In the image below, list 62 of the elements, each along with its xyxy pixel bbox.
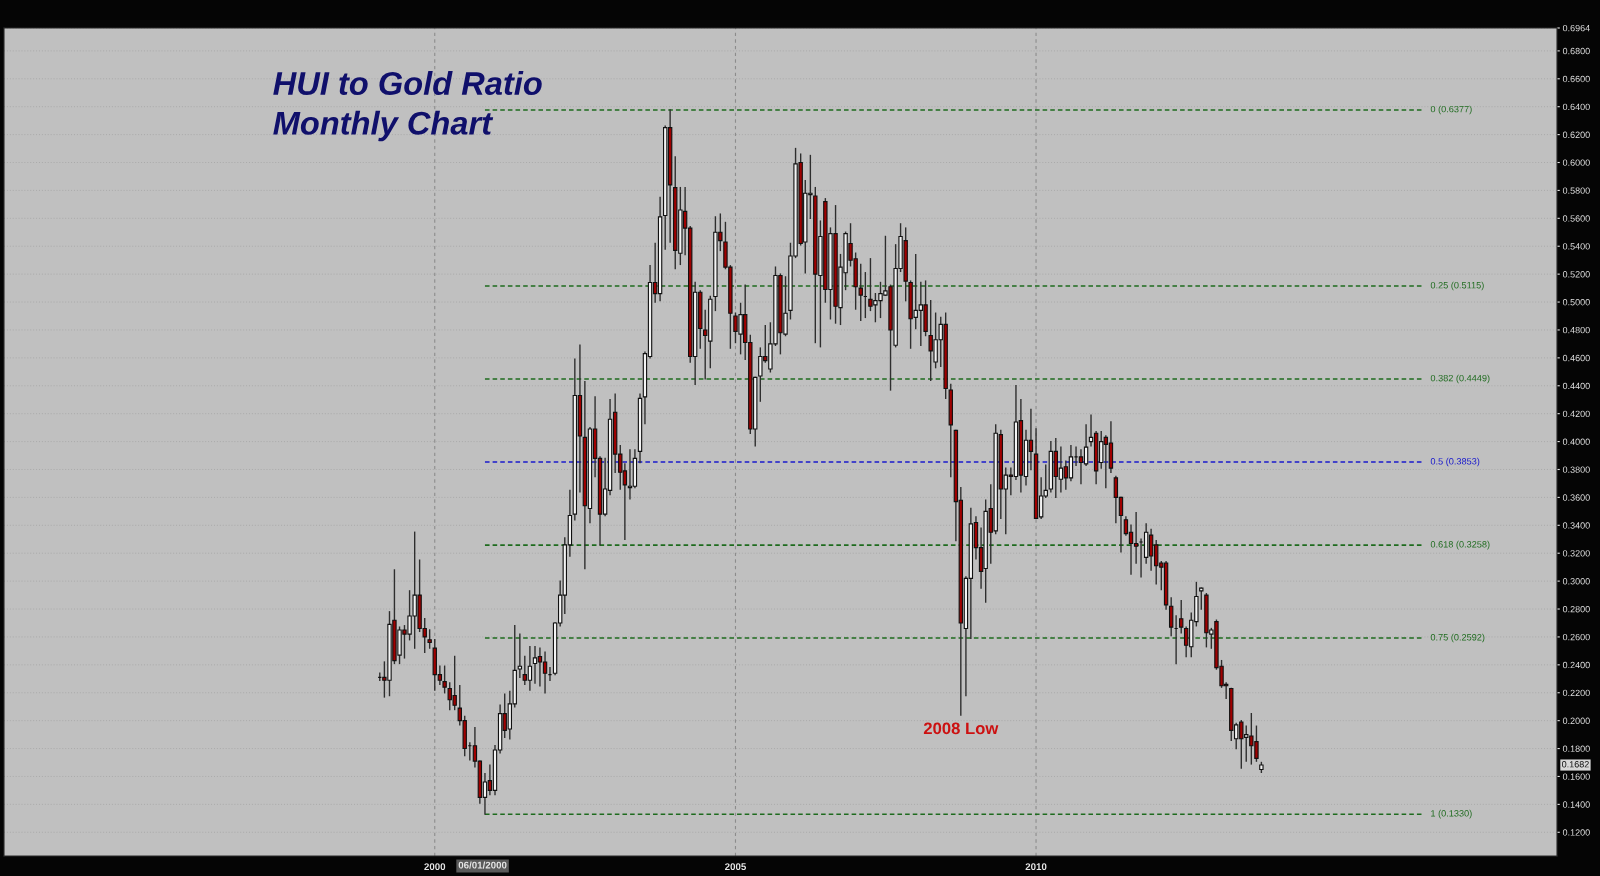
y-tick-label: 0.4200	[1562, 410, 1590, 418]
y-tick-label: 0.3000	[1562, 578, 1590, 585]
candlestick	[1103, 435, 1109, 489]
y-tick-label: 0.3600	[1562, 494, 1590, 501]
ref-line-label: 0.75 (0.2592)	[1430, 633, 1485, 643]
candlestick	[532, 646, 538, 684]
y-tick-label: 0.1200	[1562, 829, 1590, 836]
ref-line-label: 1 (0.1330)	[1431, 809, 1472, 819]
text: HUI to Gold Ratio	[273, 71, 542, 96]
y-tick-label: 0.2600	[1562, 633, 1590, 641]
y-tick-label: 0.5000	[1562, 299, 1590, 306]
y-tick-label: 0.4800	[1562, 326, 1590, 334]
candlestick	[1148, 528, 1154, 571]
y-tick-label: 0.4600	[1562, 354, 1590, 362]
y-tick-label: 0.6964	[1562, 24, 1590, 32]
candlestick	[1068, 445, 1074, 482]
candlestick	[1078, 449, 1084, 485]
candlestick	[537, 647, 543, 687]
y-tick-label: 0.1800	[1562, 745, 1590, 752]
y-tick-label: 0.5400	[1562, 243, 1590, 250]
x-tick-label: 2010	[1025, 863, 1047, 871]
y-tick-label: 0.6800	[1562, 47, 1590, 55]
candlestick	[542, 651, 548, 694]
y-tick-label: 0.5600	[1562, 215, 1590, 222]
y-tick-label: 0.2000	[1562, 717, 1590, 725]
candlestick	[1133, 512, 1139, 564]
ref-line-label: 0.382 (0.4449)	[1430, 374, 1490, 384]
ref-line-label: 0.25 (0.5115)	[1430, 281, 1484, 291]
text: 06/01/2000	[458, 861, 507, 869]
candlestick	[442, 665, 447, 694]
candlestick	[1113, 475, 1119, 524]
annotation: 2008 Low	[923, 722, 999, 735]
y-tick-label: 0.5800	[1562, 187, 1590, 194]
candlestick	[1199, 587, 1204, 610]
y-tick-label: 0.6000	[1562, 159, 1590, 166]
candlestick	[858, 263, 863, 321]
x-tick-label: 2000	[424, 863, 446, 871]
y-tick-label: 0.6200	[1562, 131, 1590, 138]
y-tick-label: 0.2800	[1562, 605, 1590, 613]
ref-line-label: 0 (0.6377)	[1430, 105, 1472, 115]
candlestick	[517, 633, 523, 679]
y-tick-label: 0.6600	[1562, 75, 1590, 83]
ref-line-label: 0.5 (0.3853)	[1430, 457, 1480, 467]
text: Monthly Chart	[273, 110, 494, 142]
y-tick-label: 0.2200	[1562, 689, 1590, 697]
candlestick	[427, 629, 432, 649]
candlestick	[1083, 424, 1089, 466]
y-tick-label: 0.6400	[1562, 103, 1590, 111]
ref-line-label: 0.618 (0.3258)	[1430, 540, 1490, 550]
y-tick-label: 0.5200	[1562, 271, 1590, 278]
y-tick-label: 0.3400	[1562, 522, 1590, 529]
candlestick	[1168, 597, 1174, 637]
y-tick-label: 0.3200	[1562, 550, 1590, 557]
text: 0.1682	[1562, 761, 1589, 768]
y-tick-label: 0.3800	[1562, 466, 1590, 473]
y-tick-label: 0.1600	[1562, 773, 1590, 780]
y-tick-label: 0.4000	[1562, 438, 1590, 445]
y-tick-label: 0.4400	[1562, 382, 1590, 390]
y-tick-label: 0.2400	[1562, 661, 1590, 669]
candlestick	[1063, 460, 1069, 490]
y-tick-label: 0.1400	[1562, 801, 1590, 808]
x-tick-label: 2005	[725, 863, 747, 871]
